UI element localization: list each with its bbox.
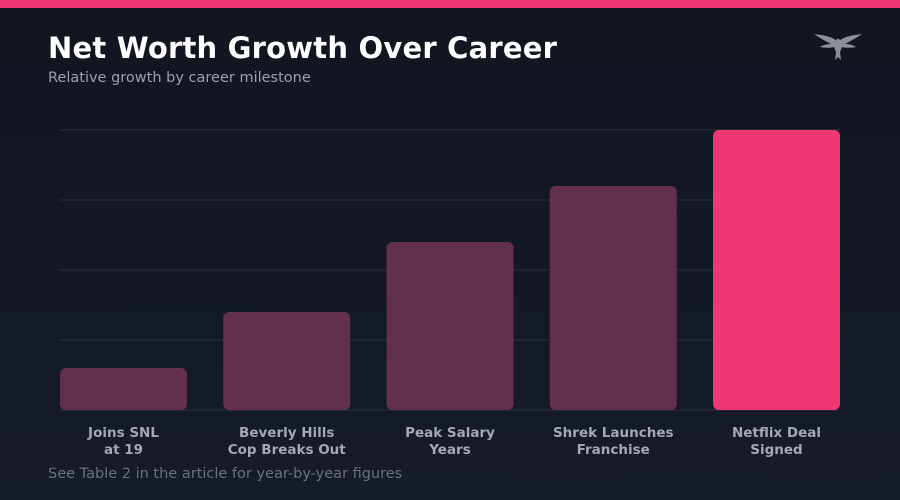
category-label-4: Netflix Deal Signed xyxy=(732,425,821,458)
chart-subtitle: Relative growth by career milestone xyxy=(48,70,311,86)
category-label-line: Years xyxy=(428,442,471,458)
eagle-icon xyxy=(814,34,862,60)
category-labels: Joins SNL at 19 Beverly Hills Cop Breaks Ou… xyxy=(87,425,821,458)
chart-title: Net Worth Growth Over Career xyxy=(48,31,558,65)
category-label-line: Peak Salary xyxy=(405,425,495,441)
category-label-line: at 19 xyxy=(104,442,143,458)
bar-3 xyxy=(549,186,677,410)
category-label-line: Netflix Deal xyxy=(732,425,821,441)
category-label-line: Joins SNL xyxy=(87,425,159,441)
category-label-2: Peak Salary Years xyxy=(405,425,495,458)
bar-2 xyxy=(386,242,514,410)
bar-1 xyxy=(223,312,351,410)
category-label-line: Shrek Launches xyxy=(553,425,674,441)
bars xyxy=(60,130,840,410)
category-label-1: Beverly Hills Cop Breaks Out xyxy=(228,425,347,458)
accent-top-bar xyxy=(0,0,900,8)
bar-4 xyxy=(713,130,840,410)
category-label-line: Cop Breaks Out xyxy=(228,442,347,458)
bar-0 xyxy=(60,368,187,410)
category-label-3: Shrek Launches Franchise xyxy=(553,425,674,458)
category-label-line: Franchise xyxy=(577,442,650,458)
footnote: See Table 2 in the article for year-by-y… xyxy=(48,466,403,482)
category-label-line: Beverly Hills xyxy=(239,425,334,441)
category-label-line: Signed xyxy=(750,442,802,458)
category-label-0: Joins SNL at 19 xyxy=(87,425,159,458)
